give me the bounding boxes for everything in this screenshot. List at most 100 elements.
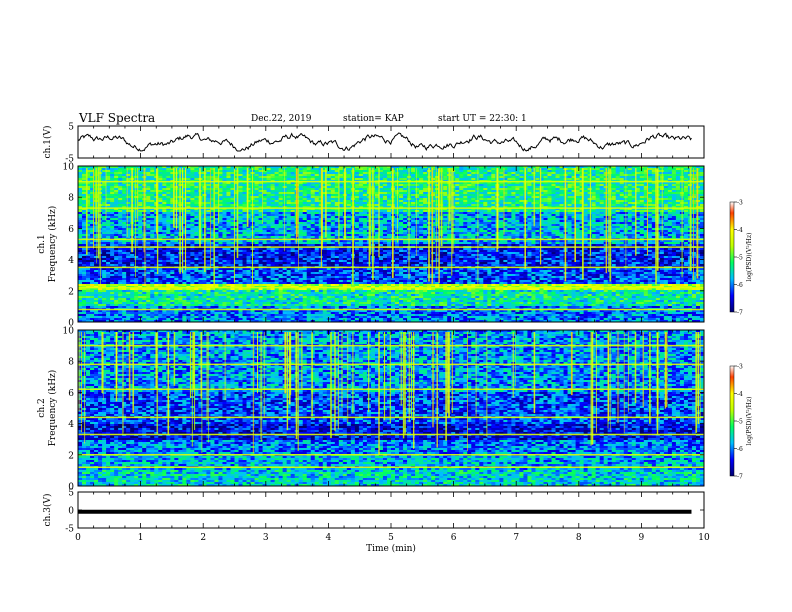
ch1-spectrogram-cell xyxy=(619,186,625,189)
ch1-spectrogram-cell xyxy=(214,176,219,179)
ch1-spectrogram-cell xyxy=(282,178,288,181)
ch1-spectrogram-cell xyxy=(150,184,155,187)
ch1-spectrogram-cell xyxy=(310,200,316,203)
ch1-spectrogram-cell xyxy=(338,172,344,175)
ch1-spectrogram-cell xyxy=(467,192,472,195)
ch1-spectrogram-cell xyxy=(142,168,147,171)
ch1-spectrogram-cell xyxy=(675,198,681,201)
ch1-spectrogram-cell xyxy=(479,176,484,179)
ch1-spectrogram-cell xyxy=(551,198,557,201)
ch1-spectrogram-cell xyxy=(635,188,641,191)
ch1-spectrogram-cell xyxy=(403,196,408,199)
ch1-spectrogram-cell xyxy=(651,172,657,175)
ch1-spectrogram-cell xyxy=(90,194,95,197)
ch1-spectrogram-cell xyxy=(563,166,569,169)
ch1-spectrogram-cell xyxy=(158,174,163,177)
ch1-spectrogram-cell xyxy=(415,178,420,181)
ch1-spectrogram-cell xyxy=(90,186,95,189)
ch1-spectrogram-cell xyxy=(358,188,364,191)
ch1-spectrogram-cell xyxy=(499,184,504,187)
ch1-spectrogram-cell xyxy=(214,198,219,201)
ch1-spectrogram-cell xyxy=(595,166,601,169)
ch1-spectrogram-cell xyxy=(378,194,384,197)
ch1-spectrogram-cell xyxy=(170,196,175,199)
ch1-spectrogram-cell xyxy=(611,170,617,173)
ch1-spectrogram-cell xyxy=(559,172,565,175)
ch1-spectrogram-cell xyxy=(415,202,420,205)
ch1-spectrogram-cell xyxy=(118,190,123,193)
ch1-spectrogram-cell xyxy=(374,198,380,201)
ch1-spectrogram-cell xyxy=(599,168,605,171)
ch1-spectrogram-cell xyxy=(182,186,187,189)
ch1-spectrogram-cell xyxy=(527,168,532,171)
ch1-spectrogram-cell xyxy=(667,196,673,199)
ch1-spectrogram-cell xyxy=(443,202,448,205)
ch1-spectrogram-cell xyxy=(535,190,540,193)
ch1-spectrogram-cell xyxy=(106,192,111,195)
ch1-spectrogram-cell xyxy=(126,178,131,181)
ch1-spectrogram-cell xyxy=(627,204,633,207)
ch1-spectrogram-cell xyxy=(539,176,544,179)
ch1-spectrogram-cell xyxy=(162,178,167,181)
ch1-spectrogram-cell xyxy=(118,194,123,197)
ch1-spectrogram-cell xyxy=(134,200,139,203)
ch1-spectrogram-cell xyxy=(663,182,669,185)
ch1-spectrogram-cell xyxy=(150,196,155,199)
ch1-spectrogram-cell xyxy=(386,196,392,199)
ch1-spectrogram-cell xyxy=(86,198,91,201)
ch1-spectrogram-cell xyxy=(114,190,119,193)
ch1-spectrogram-cell xyxy=(226,190,231,193)
ch1-spectrogram-cell xyxy=(186,178,191,181)
ch1-spectrogram-cell xyxy=(447,166,452,169)
ch1-spectrogram-cell xyxy=(218,166,223,169)
ch1-spectrogram-cell xyxy=(290,198,296,201)
ch1-spectrogram-cell xyxy=(122,174,127,177)
ch1-spectrogram-cell xyxy=(591,170,597,173)
ch1-spectrogram-cell xyxy=(118,184,123,187)
ch1-spectrogram-cell xyxy=(619,190,625,193)
ch1-spectrogram-cell xyxy=(431,166,436,169)
ch1-spectrogram-cell xyxy=(298,186,304,189)
ch1-spectrogram-cell xyxy=(443,170,448,173)
ch1-spectrogram-cell xyxy=(194,206,199,209)
ch1-spectrogram-cell xyxy=(459,184,464,187)
ch1-spectrogram-cell xyxy=(615,194,621,197)
ch1-spectrogram-cell xyxy=(559,200,565,203)
ch1-spectrogram-cell xyxy=(627,196,633,199)
ch1-spectrogram-cell xyxy=(483,178,488,181)
ch1-spectrogram-cell xyxy=(286,166,292,169)
ch1-spectrogram-cell xyxy=(298,182,304,185)
ch1-spectrogram-cell xyxy=(651,184,657,187)
ch1-spectrogram-cell xyxy=(699,176,705,179)
ch1-spectrogram-cell xyxy=(334,182,340,185)
ch1-spectrogram-cell xyxy=(575,170,581,173)
ch1-spectrogram-cell xyxy=(314,176,320,179)
ch1-spectrogram-cell xyxy=(314,198,320,201)
ch1-spectrogram-cell xyxy=(699,182,705,185)
ch1-spectrogram-cell xyxy=(126,168,131,171)
ch1-spectrogram-cell xyxy=(539,204,544,207)
ch1-spectrogram-cell xyxy=(186,170,191,173)
ch1-spectrogram-cell xyxy=(270,170,276,173)
ch1-spectrogram-cell xyxy=(467,176,472,179)
ch1-spectrogram-cell xyxy=(647,198,653,201)
ch1-spectrogram-cell xyxy=(651,194,657,197)
ch1-spectrogram-cell xyxy=(310,178,316,181)
ch1-spectrogram-cell xyxy=(671,202,677,205)
ch1-spectrogram-cell xyxy=(230,204,235,207)
ch1-spectrogram-cell xyxy=(519,174,524,177)
ch1-spectrogram-cell xyxy=(503,174,508,177)
ch1-spectrogram-cell xyxy=(491,172,496,175)
ch1-spectrogram-cell xyxy=(611,190,617,193)
ch1-spectrogram-cell xyxy=(503,192,508,195)
ch1-spectrogram-cell xyxy=(615,184,621,187)
ch1-spectrogram-cell xyxy=(286,202,292,205)
ch1-spectrogram-cell xyxy=(463,186,468,189)
ch1-spectrogram-cell xyxy=(431,202,436,205)
ch1-spectrogram-cell xyxy=(547,168,553,171)
ch1-spectrogram-cell xyxy=(423,176,428,179)
ch1-spectrogram-cell xyxy=(571,198,577,201)
ch1-spectrogram-cell xyxy=(118,172,123,175)
ch1-spectrogram-cell xyxy=(378,166,384,169)
